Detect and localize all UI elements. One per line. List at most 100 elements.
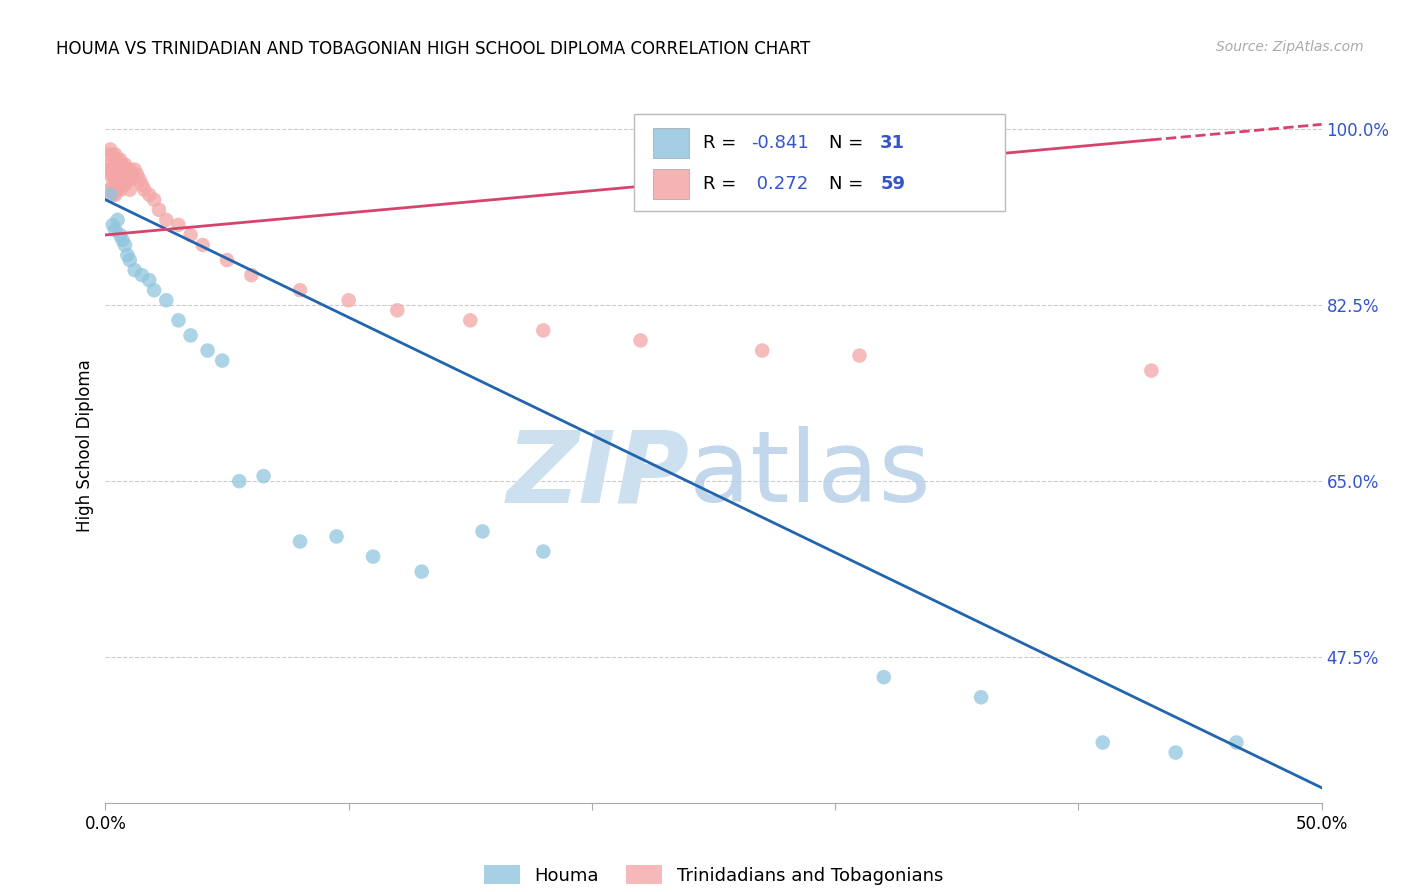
Point — [970, 690, 993, 705]
Bar — [652, 169, 689, 199]
Point — [104, 158, 127, 172]
Point — [143, 193, 166, 207]
Point — [1225, 735, 1247, 749]
Point — [108, 183, 131, 197]
Point — [228, 474, 250, 488]
Text: -0.841: -0.841 — [751, 134, 808, 152]
Point — [104, 147, 127, 161]
Point — [114, 178, 136, 192]
Point — [97, 162, 120, 177]
Point — [118, 183, 141, 197]
Point — [125, 168, 148, 182]
Point — [471, 524, 494, 539]
Point — [117, 248, 139, 262]
Point — [411, 565, 433, 579]
Point — [180, 328, 202, 343]
Point — [848, 349, 870, 363]
Point — [197, 343, 219, 358]
Point — [131, 268, 153, 282]
Point — [98, 143, 121, 157]
Point — [361, 549, 384, 564]
Point — [337, 293, 360, 308]
Point — [101, 187, 124, 202]
Point — [104, 223, 127, 237]
Point — [101, 168, 124, 182]
Point — [101, 178, 124, 192]
Point — [108, 227, 131, 242]
Point — [118, 172, 141, 186]
Point — [114, 158, 136, 172]
Text: ZIP: ZIP — [506, 426, 689, 523]
Point — [1164, 746, 1187, 760]
Point — [873, 670, 896, 684]
Point — [531, 323, 554, 337]
Point — [104, 168, 127, 182]
Point — [107, 162, 129, 177]
Point — [191, 238, 214, 252]
Point — [751, 343, 773, 358]
Point — [98, 183, 121, 197]
Point — [1091, 735, 1114, 749]
Point — [101, 147, 124, 161]
Legend: Houma, Trinidadians and Tobagonians: Houma, Trinidadians and Tobagonians — [477, 858, 950, 892]
Point — [131, 178, 153, 192]
Point — [387, 303, 409, 318]
Text: N =: N = — [830, 175, 869, 193]
Point — [107, 183, 129, 197]
Point — [155, 293, 177, 308]
Point — [97, 147, 120, 161]
Point — [325, 529, 347, 543]
Point — [252, 469, 274, 483]
Text: 59: 59 — [880, 175, 905, 193]
Point — [211, 353, 233, 368]
Point — [121, 168, 143, 182]
Point — [108, 153, 131, 167]
Point — [118, 162, 141, 177]
Point — [108, 162, 131, 177]
Point — [167, 218, 190, 232]
Point — [107, 212, 129, 227]
Point — [134, 183, 156, 197]
Point — [148, 202, 170, 217]
Point — [630, 334, 652, 348]
Point — [111, 168, 134, 182]
Point — [1140, 363, 1163, 377]
Point — [114, 168, 136, 182]
Text: Source: ZipAtlas.com: Source: ZipAtlas.com — [1216, 40, 1364, 54]
Point — [111, 158, 134, 172]
Point — [114, 238, 136, 252]
Point — [138, 273, 160, 287]
Point — [101, 162, 124, 177]
Point — [240, 268, 263, 282]
Point — [155, 212, 177, 227]
Point — [531, 544, 554, 558]
Point — [138, 187, 160, 202]
Y-axis label: High School Diploma: High School Diploma — [76, 359, 94, 533]
Text: 0.272: 0.272 — [751, 175, 808, 193]
Point — [117, 162, 139, 177]
Point — [111, 178, 134, 192]
Point — [107, 172, 129, 186]
Text: N =: N = — [830, 134, 869, 152]
Point — [124, 263, 146, 277]
Text: R =: R = — [703, 134, 741, 152]
FancyBboxPatch shape — [634, 114, 1005, 211]
Point — [98, 187, 121, 202]
Point — [104, 178, 127, 192]
Point — [128, 172, 150, 186]
Text: HOUMA VS TRINIDADIAN AND TOBAGONIAN HIGH SCHOOL DIPLOMA CORRELATION CHART: HOUMA VS TRINIDADIAN AND TOBAGONIAN HIGH… — [56, 40, 810, 58]
Point — [107, 153, 129, 167]
Point — [217, 253, 239, 268]
Point — [117, 172, 139, 186]
Point — [98, 168, 121, 182]
Point — [458, 313, 481, 327]
Point — [101, 218, 124, 232]
Point — [124, 162, 146, 177]
Bar — [652, 128, 689, 158]
Point — [167, 313, 190, 327]
Point — [111, 233, 134, 247]
Point — [118, 253, 141, 268]
Point — [98, 158, 121, 172]
Point — [288, 534, 311, 549]
Point — [108, 172, 131, 186]
